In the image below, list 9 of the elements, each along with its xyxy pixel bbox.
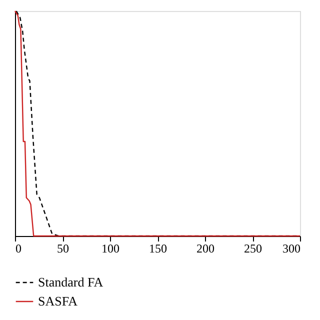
x-tick-label: 300 bbox=[282, 242, 300, 256]
x-tick-label: 50 bbox=[57, 242, 69, 256]
legend-label: Standard FA bbox=[38, 274, 104, 290]
x-tick-label: 100 bbox=[102, 242, 120, 256]
x-tick-label: 200 bbox=[196, 242, 214, 256]
x-tick-label: 0 bbox=[16, 242, 22, 256]
x-tick-label: 150 bbox=[149, 242, 167, 256]
legend-label: SASFA bbox=[38, 294, 78, 308]
x-tick-label: 250 bbox=[244, 242, 262, 256]
